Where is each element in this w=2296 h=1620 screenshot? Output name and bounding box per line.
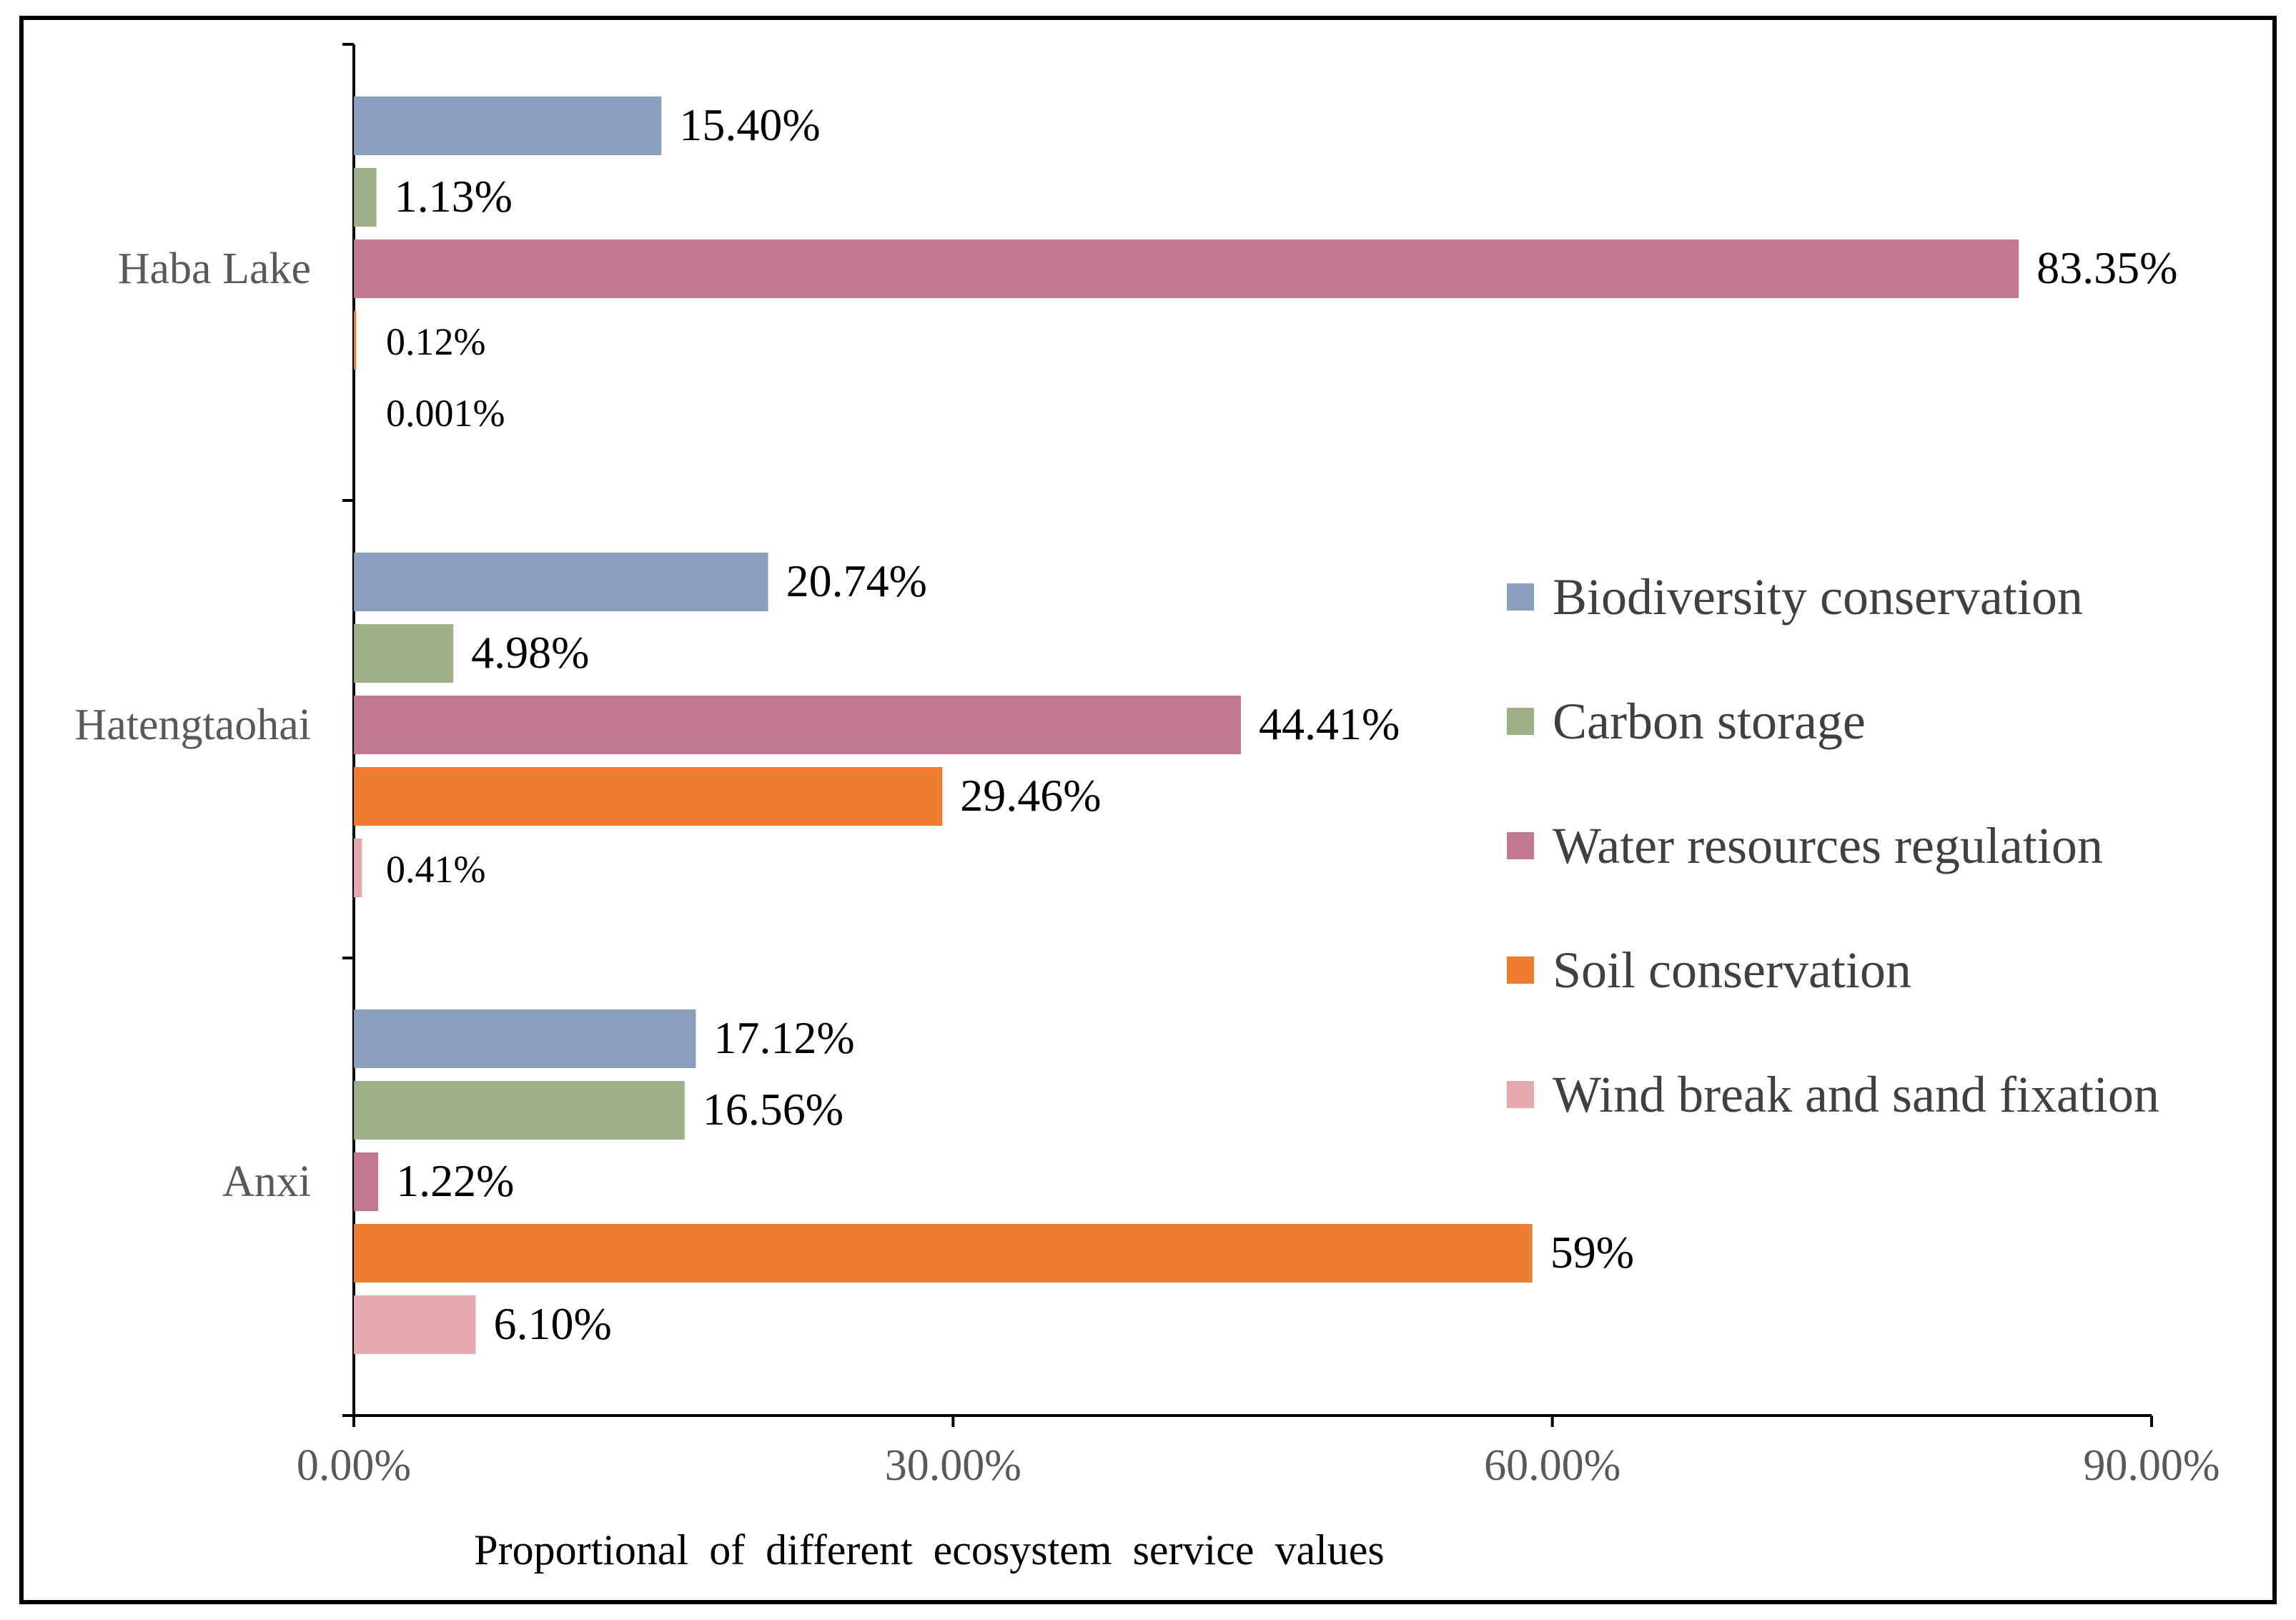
x-tick-label-2: 60.00%	[1484, 1441, 1620, 1490]
value-label-haba-lake-biodiversity-conservation: 15.40%	[679, 99, 820, 150]
category-labels: Haba Lake Hatengtaohai Anxi	[74, 245, 311, 1206]
bar-hatengtaohai-biodiversity-conservation	[354, 553, 768, 611]
value-label-haba-lake-carbon-storage: 1.13%	[395, 171, 513, 222]
value-label-hatengtaohai-wind-break-and-sand-fixation: 0.41%	[386, 848, 485, 891]
bar-anxi-wind-break-and-sand-fixation	[354, 1295, 476, 1354]
value-label-hatengtaohai-biodiversity-conservation: 20.74%	[786, 555, 927, 606]
value-label-anxi-water-resources-regulation: 1.22%	[396, 1155, 514, 1206]
legend-label-biodiversity-conservation: Biodiversity conservation	[1553, 568, 2083, 626]
value-label-haba-lake-wind-break-and-sand-fixation: 0.001%	[386, 392, 505, 435]
bar-haba-lake-carbon-storage	[354, 168, 377, 227]
legend-swatch-wind-break-and-sand-fixation	[1507, 1081, 1534, 1108]
value-label-anxi-carbon-storage: 16.56%	[703, 1084, 843, 1135]
bar-anxi-water-resources-regulation	[354, 1152, 379, 1211]
category-label-anxi: Anxi	[222, 1157, 311, 1206]
value-label-hatengtaohai-carbon-storage: 4.98%	[471, 627, 589, 678]
legend-swatch-carbon-storage	[1507, 708, 1534, 735]
value-label-anxi-biodiversity-conservation: 17.12%	[713, 1012, 854, 1063]
bar-anxi-soil-conservation	[354, 1224, 1533, 1283]
bars	[354, 97, 2019, 1354]
x-tick-label-0: 0.00%	[297, 1441, 411, 1490]
value-label-hatengtaohai-water-resources-regulation: 44.41%	[1259, 698, 1400, 749]
bar-haba-lake-biodiversity-conservation	[354, 97, 662, 155]
bar-hatengtaohai-carbon-storage	[354, 624, 454, 683]
value-labels: 15.40% 1.13% 83.35% 0.12% 0.001% 20.74% 4.98% 4…	[386, 99, 2177, 1349]
x-tick-label-1: 30.00%	[885, 1441, 1021, 1490]
bar-hatengtaohai-soil-conservation	[354, 767, 943, 826]
legend-label-wind-break-and-sand-fixation: Wind break and sand fixation	[1553, 1066, 2159, 1123]
value-label-haba-lake-soil-conservation: 0.12%	[386, 320, 485, 363]
value-label-anxi-soil-conservation: 59%	[1550, 1227, 1634, 1278]
value-label-anxi-wind-break-and-sand-fixation: 6.10%	[493, 1298, 611, 1349]
x-tick-labels: 0.00% 30.00% 60.00% 90.00%	[297, 1441, 2220, 1490]
legend: Biodiversity conservation Carbon storage W…	[1507, 568, 2159, 1123]
x-axis-title: Proportional of different ecosystem serv…	[474, 1526, 1385, 1574]
x-tick-label-3: 90.00%	[2083, 1441, 2220, 1490]
legend-label-carbon-storage: Carbon storage	[1553, 693, 1866, 750]
bar-haba-lake-water-resources-regulation	[354, 239, 2019, 298]
category-label-haba-lake: Haba Lake	[118, 245, 311, 293]
category-label-hatengtaohai: Hatengtaohai	[74, 701, 311, 749]
legend-label-water-resources-regulation: Water resources regulation	[1553, 817, 2103, 874]
legend-swatch-soil-conservation	[1507, 957, 1534, 984]
bar-anxi-carbon-storage	[354, 1081, 685, 1140]
bar-anxi-biodiversity-conservation	[354, 1009, 696, 1068]
bar-hatengtaohai-water-resources-regulation	[354, 696, 1242, 754]
legend-swatch-water-resources-regulation	[1507, 832, 1534, 859]
value-label-hatengtaohai-soil-conservation: 29.46%	[960, 770, 1101, 821]
bar-haba-lake-soil-conservation	[354, 311, 357, 370]
legend-swatch-biodiversity-conservation	[1507, 583, 1534, 611]
value-label-haba-lake-water-resources-regulation: 83.35%	[2037, 242, 2177, 293]
bar-hatengtaohai-wind-break-and-sand-fixation	[354, 839, 362, 897]
legend-label-soil-conservation: Soil conservation	[1553, 942, 1911, 999]
